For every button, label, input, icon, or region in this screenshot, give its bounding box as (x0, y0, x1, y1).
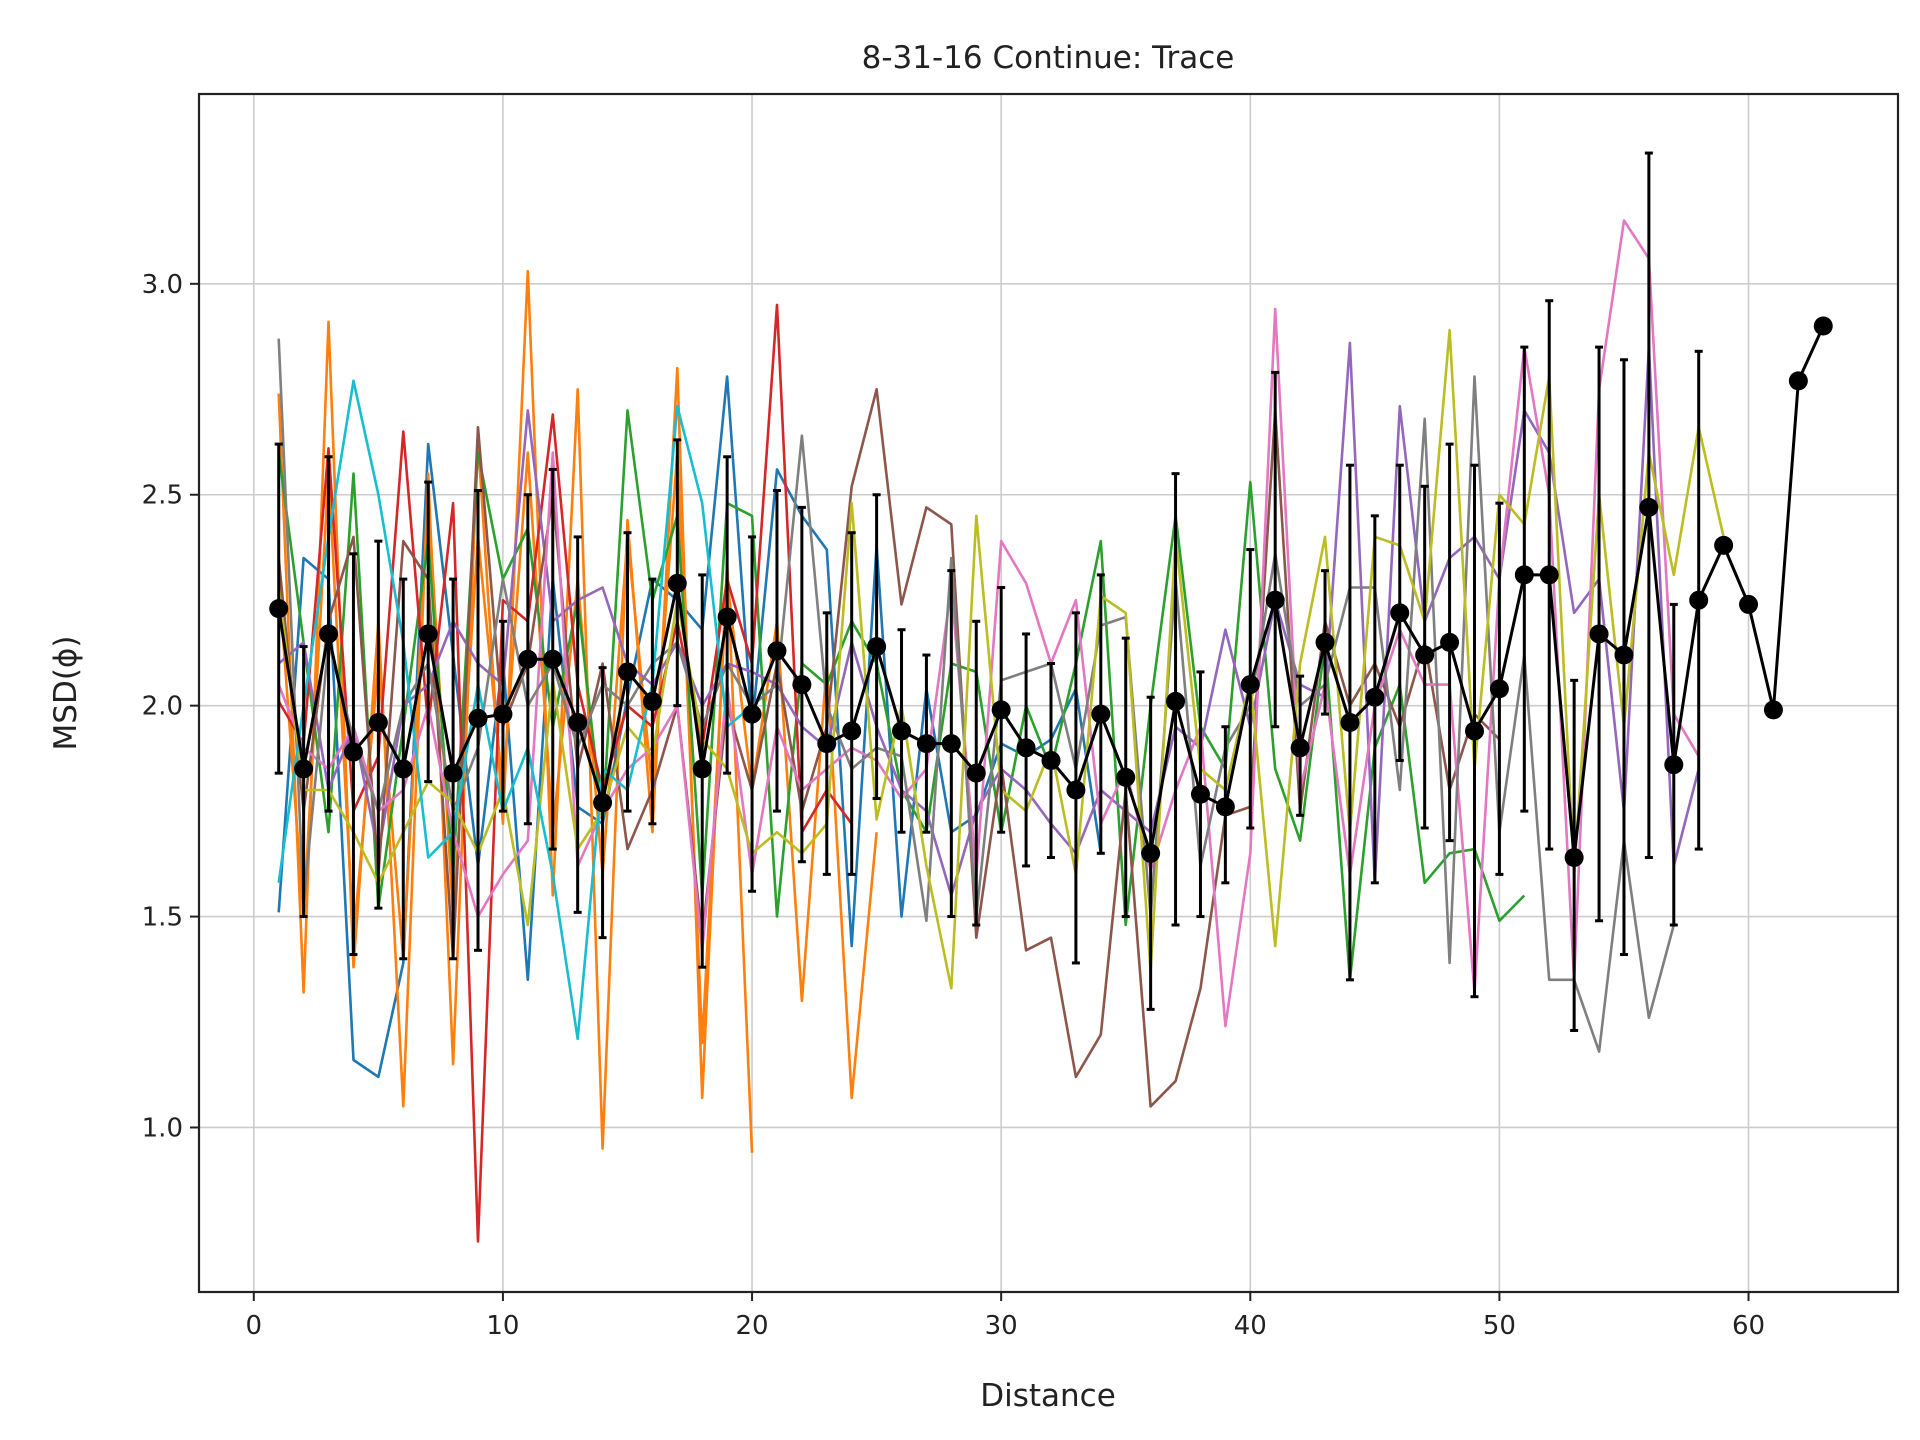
x-tick-label: 30 (985, 1311, 1018, 1341)
mean-point (1340, 713, 1360, 733)
y-tick-label: 1.5 (142, 903, 183, 933)
mean-point (792, 675, 812, 695)
mean-point (767, 641, 787, 661)
mean-point (667, 573, 687, 593)
x-axis-ticks: 0 10 20 30 40 50 60 (246, 1292, 1765, 1341)
mean-point (1066, 780, 1086, 800)
mean-point (1464, 721, 1484, 741)
y-tick-label: 2.0 (142, 692, 183, 722)
mean-point (568, 713, 588, 733)
mean-point (642, 691, 662, 711)
mean-point (1215, 797, 1235, 817)
mean-point (1614, 645, 1634, 665)
y-tick-label: 3.0 (142, 270, 183, 300)
mean-point (418, 624, 438, 644)
mean-point (991, 700, 1011, 720)
mean-point (867, 637, 887, 657)
mean-point (543, 649, 563, 669)
x-tick-label: 10 (486, 1311, 519, 1341)
mean-point (617, 662, 637, 682)
mean-point (1763, 700, 1783, 720)
mean-point (1315, 632, 1335, 652)
mean-point (1190, 784, 1210, 804)
mean-point (1739, 594, 1759, 614)
mean-point (966, 763, 986, 783)
mean-point (1365, 687, 1385, 707)
mean-point (1091, 704, 1111, 724)
mean-point (294, 759, 314, 779)
mean-point (343, 742, 363, 762)
mean-point (1016, 738, 1036, 758)
mean-point (1265, 590, 1285, 610)
mean-point (1589, 624, 1609, 644)
y-tick-label: 2.5 (142, 481, 183, 511)
mean-point (1514, 565, 1534, 585)
mean-point (1440, 632, 1460, 652)
mean-point (1714, 535, 1734, 555)
mean-point (1564, 848, 1584, 868)
mean-point (443, 763, 463, 783)
mean-point (717, 607, 737, 627)
mean-point (742, 704, 762, 724)
mean-point (1689, 590, 1709, 610)
mean-point (393, 759, 413, 779)
mean-point (941, 734, 961, 754)
x-tick-label: 40 (1234, 1311, 1267, 1341)
mean-point (1240, 675, 1260, 695)
mean-point (1639, 497, 1659, 517)
y-axis-ticks: 1.0 1.5 2.0 2.5 3.0 (142, 270, 199, 1143)
mean-point (1415, 645, 1435, 665)
mean-point (468, 708, 488, 728)
mean-point (1788, 371, 1808, 391)
mean-point (319, 624, 339, 644)
mean-point (916, 734, 936, 754)
trace-series-line-5 (277, 303, 853, 1243)
mean-point (692, 759, 712, 779)
mean-point (1489, 679, 1509, 699)
x-axis-label: Distance (980, 1378, 1116, 1414)
mean-point (1141, 843, 1161, 863)
x-tick-label: 60 (1732, 1311, 1765, 1341)
mean-point (1116, 767, 1136, 787)
y-tick-label: 1.0 (142, 1113, 183, 1143)
mean-point (1290, 738, 1310, 758)
x-tick-label: 20 (736, 1311, 769, 1341)
mean-point (1539, 565, 1559, 585)
mean-point (518, 649, 538, 669)
mean-point (1664, 755, 1684, 775)
chart-title: 8-31-16 Continue: Trace (862, 40, 1235, 76)
mean-point (1041, 750, 1061, 770)
mean-point (1813, 316, 1833, 336)
mean-point (892, 721, 912, 741)
mean-point (493, 704, 513, 724)
mean-series (269, 151, 1833, 1032)
x-tick-label: 0 (246, 1311, 263, 1341)
mean-point (269, 599, 289, 619)
plot-frame (197, 92, 1900, 1294)
mean-point (817, 734, 837, 754)
y-axis-label: MSD(ϕ) (48, 636, 84, 751)
x-tick-label: 50 (1483, 1311, 1516, 1341)
mean-point (842, 721, 862, 741)
trace-series-line-11 (277, 379, 753, 1041)
mean-point (368, 713, 388, 733)
mean-point (593, 793, 613, 813)
mean-point (1166, 691, 1186, 711)
mean-point (1390, 603, 1410, 623)
